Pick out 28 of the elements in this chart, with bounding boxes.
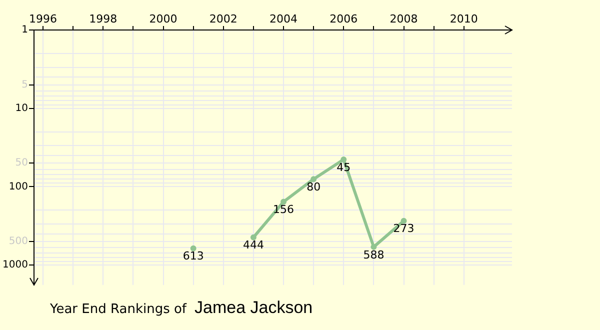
text: Jamea Jackson	[194, 298, 313, 317]
point	[310, 176, 317, 182]
point	[340, 156, 347, 163]
x-tick-label: 2004	[270, 12, 298, 26]
data-label: 444	[242, 238, 264, 252]
data-label: 80	[306, 180, 321, 194]
y-tick-label: 1	[22, 24, 28, 36]
point	[190, 245, 196, 252]
y-tick-label: 100	[8, 181, 28, 192]
data-label: 156	[273, 203, 294, 216]
y-tick-label: 1000	[2, 260, 28, 271]
x-tick-label: 2000	[149, 12, 178, 26]
y-tick-label: 10	[15, 102, 28, 114]
point	[250, 234, 256, 240]
x-tick-label: 2002	[209, 12, 238, 26]
text: Year End Rankings of	[50, 302, 187, 317]
data-label: 613	[182, 250, 204, 263]
point	[370, 244, 377, 250]
data-label: 45	[336, 160, 351, 174]
x-tick-label: 2010	[450, 12, 478, 26]
data-label: 273	[393, 222, 414, 236]
x-tick-label: 2008	[390, 12, 418, 26]
x-tick-label: 1996	[29, 12, 58, 26]
x-tick-label: 2006	[330, 12, 358, 26]
data-label: 588	[363, 248, 384, 262]
point	[280, 198, 287, 205]
x-tick-label: 1998	[89, 12, 118, 26]
point	[400, 218, 407, 224]
